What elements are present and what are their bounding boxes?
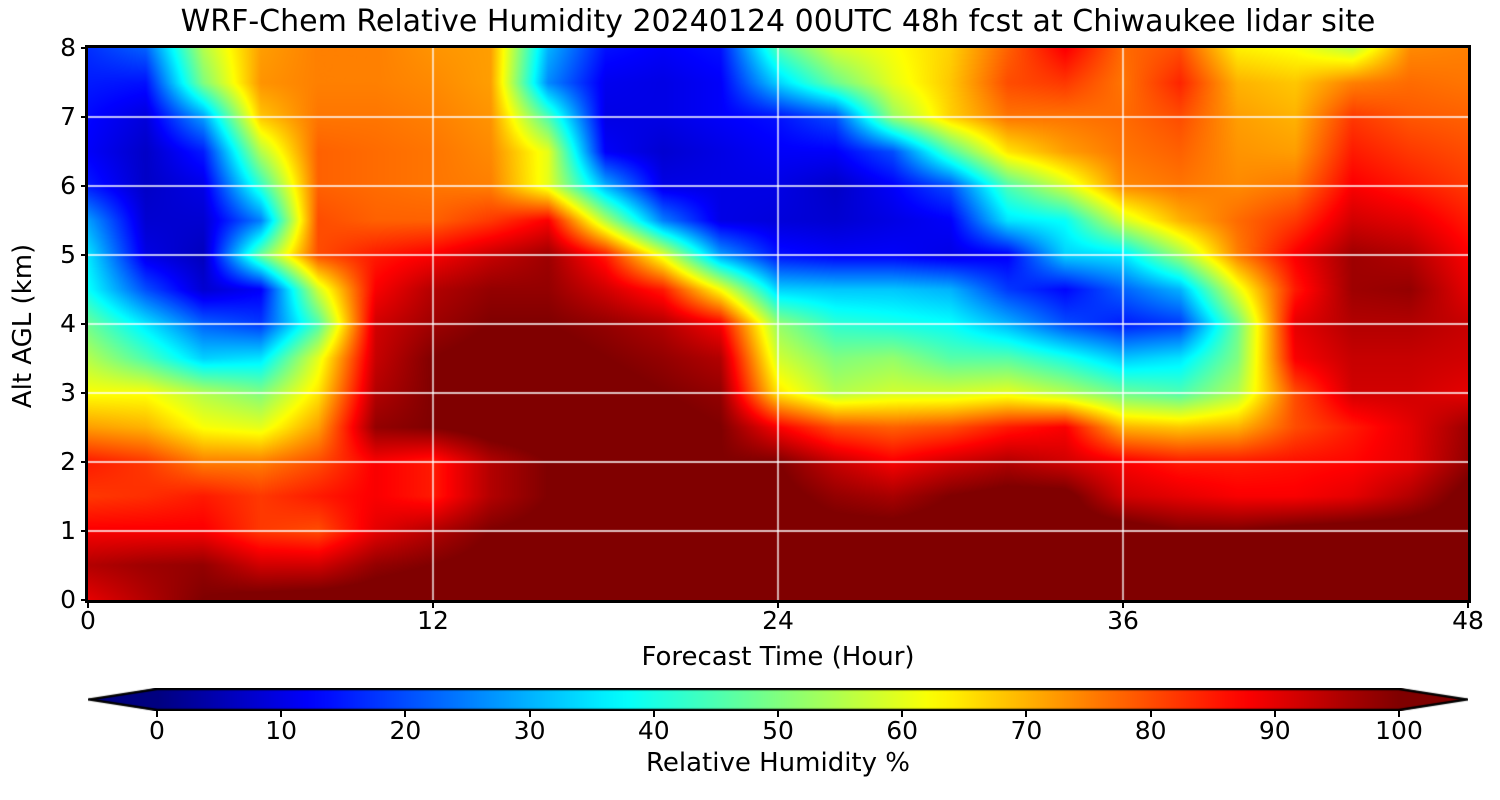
y-tick-mark	[81, 323, 88, 325]
x-tick-mark	[87, 601, 89, 608]
colorbar-tick-mark	[280, 711, 283, 717]
colorbar-tick-mark	[1149, 711, 1152, 717]
y-tick-mark	[81, 392, 88, 394]
heatmap-canvas	[85, 45, 1471, 603]
colorbar-tick-mark	[528, 711, 531, 717]
colorbar-tick-mark	[901, 711, 904, 717]
colorbar-tick-label: 40	[637, 716, 670, 745]
y-tick-label: 7	[60, 102, 76, 131]
colorbar-tick-label: 20	[389, 716, 422, 745]
y-tick-mark	[81, 254, 88, 256]
colorbar-canvas	[88, 688, 1468, 711]
colorbar-tick-mark	[652, 711, 655, 717]
colorbar-tick-mark	[1398, 711, 1400, 717]
y-tick-label: 1	[60, 516, 76, 545]
x-tick-label: 36	[1107, 606, 1139, 635]
colorbar-tick-label: 30	[513, 716, 546, 745]
y-tick-label: 4	[60, 309, 76, 338]
x-tick-label: 12	[417, 606, 449, 635]
chart-title: WRF-Chem Relative Humidity 20240124 00UT…	[180, 4, 1376, 39]
colorbar-tick-mark	[1273, 711, 1276, 717]
colorbar-tick-mark	[404, 711, 407, 717]
y-tick-mark	[81, 185, 88, 187]
x-tick-label: 48	[1452, 606, 1484, 635]
y-tick-mark	[81, 461, 88, 463]
colorbar-tick-label: 0	[149, 716, 165, 745]
y-tick-label: 8	[60, 33, 76, 62]
y-tick-mark	[81, 47, 88, 49]
colorbar-tick-mark	[156, 711, 158, 717]
x-tick-mark	[777, 601, 779, 608]
colorbar-tick-label: 50	[762, 716, 794, 745]
colorbar-tick-label: 80	[1134, 716, 1167, 745]
y-tick-label: 0	[60, 585, 76, 614]
y-tick-mark	[81, 599, 88, 601]
y-tick-mark	[81, 116, 88, 118]
x-tick-mark	[1467, 601, 1469, 608]
x-tick-mark	[432, 601, 434, 608]
x-tick-label: 0	[80, 606, 96, 635]
colorbar-tick-label: 100	[1375, 716, 1423, 745]
colorbar-tick-label: 90	[1258, 716, 1291, 745]
y-tick-label: 2	[60, 447, 76, 476]
colorbar-tick-label: 10	[265, 716, 298, 745]
y-tick-label: 5	[60, 240, 76, 269]
colorbar-label: Relative Humidity %	[646, 748, 910, 778]
x-tick-mark	[1122, 601, 1124, 608]
colorbar-tick-mark	[777, 711, 779, 717]
colorbar-tick-mark	[1025, 711, 1028, 717]
y-tick-label: 3	[60, 378, 76, 407]
colorbar-tick-label: 70	[1010, 716, 1043, 745]
y-tick-mark	[81, 530, 88, 532]
x-tick-label: 24	[762, 606, 794, 635]
colorbar-tick-label: 60	[886, 716, 919, 745]
y-tick-label: 6	[60, 171, 76, 200]
x-axis-label: Forecast Time (Hour)	[641, 642, 915, 672]
